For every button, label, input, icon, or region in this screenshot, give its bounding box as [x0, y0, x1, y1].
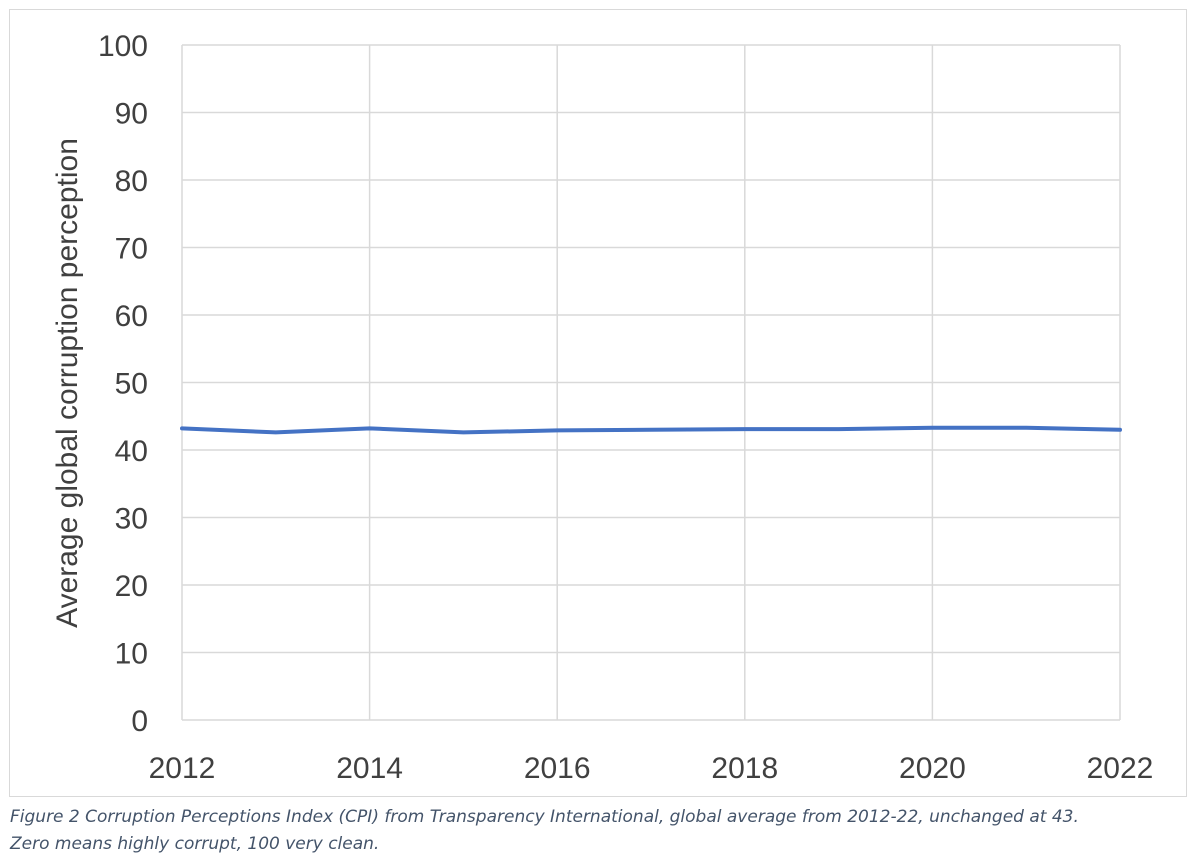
x-tick-label: 2018 — [711, 752, 778, 785]
x-tick-label: 2020 — [899, 752, 966, 785]
x-tick-label: 2014 — [336, 752, 403, 785]
caption-line-1: Figure 2 Corruption Perceptions Index (C… — [10, 807, 1079, 827]
figure-caption: Figure 2 Corruption Perceptions Index (C… — [10, 804, 1190, 858]
x-tick-labels: 2012 2014 2016 2018 2020 2022 — [149, 752, 1154, 785]
y-tick-label: 70 — [115, 233, 148, 266]
series-line — [180, 425, 1122, 435]
caption-line-2: Zero means highly corrupt, 100 very clea… — [10, 834, 380, 854]
y-tick-label: 0 — [131, 705, 148, 738]
x-tick-label: 2022 — [1087, 752, 1154, 785]
y-tick-labels: 0 10 20 30 40 50 60 70 80 90 100 — [98, 30, 148, 738]
y-axis-title: Average global corruption perception — [51, 138, 84, 628]
y-tick-label: 10 — [115, 638, 148, 671]
chart-area — [9, 9, 1187, 797]
y-tick-label: 50 — [115, 368, 148, 401]
series-layer — [180, 425, 1122, 435]
y-tick-label: 90 — [115, 98, 148, 131]
gridlines — [181, 44, 1121, 721]
y-tick-label: 80 — [115, 165, 148, 198]
y-tick-label: 60 — [115, 300, 148, 333]
y-tick-label: 30 — [115, 503, 148, 536]
y-tick-label: 40 — [115, 435, 148, 468]
y-tick-label: 100 — [98, 30, 148, 63]
x-tick-label: 2012 — [149, 752, 216, 785]
y-tick-label: 20 — [115, 570, 148, 603]
x-tick-label: 2016 — [524, 752, 591, 785]
